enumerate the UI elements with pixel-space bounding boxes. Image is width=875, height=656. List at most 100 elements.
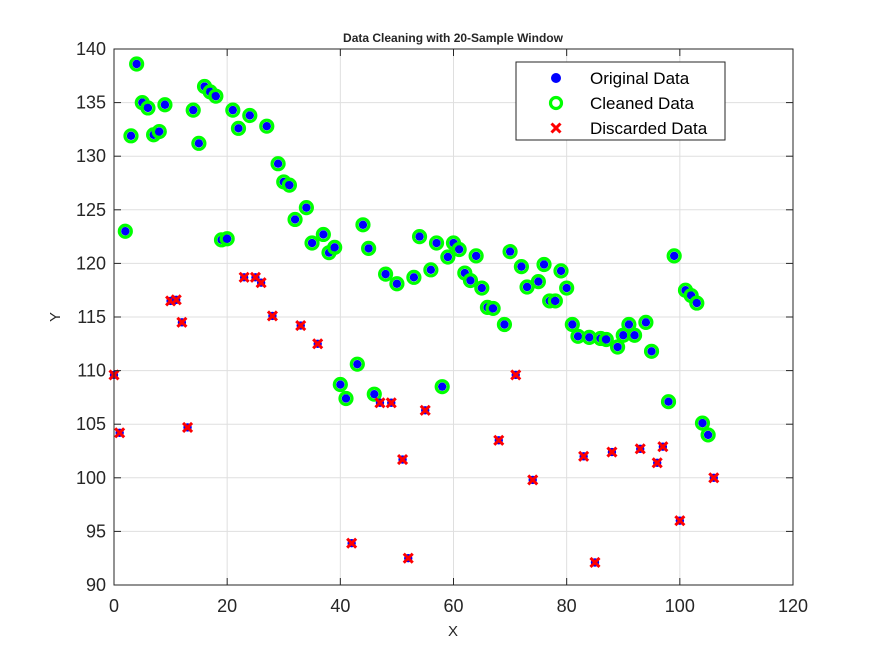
cleaned-point [327,239,343,255]
x-stroke [419,404,431,416]
cleaned-point [123,128,139,144]
discarded-point [312,338,324,350]
x-tick-label: 60 [443,596,463,616]
original-point [698,418,707,428]
x-stroke [651,457,663,469]
discarded-point [419,404,431,416]
cleaned-point [598,331,614,348]
y-tick-label: 100 [76,468,106,488]
original-point [245,111,254,120]
original-point [573,332,583,341]
original-point [285,180,294,190]
original-point [415,232,424,241]
chart-title: Data Cleaning with 20-Sample Window [343,31,564,45]
discarded-point [493,434,505,446]
original-point [432,238,441,248]
x-stroke [114,427,126,439]
y-tick-label: 115 [77,307,106,327]
x-stroke [255,277,267,289]
original-point [319,230,328,239]
discarded-point [266,310,278,322]
cleaned-point [378,266,394,282]
original-point [647,347,656,356]
discarded-point [402,552,414,564]
x-stroke [249,271,262,283]
original-point [466,276,475,285]
cleaned-point [451,241,467,258]
cleaned-point [547,293,563,309]
original-point [585,333,594,342]
original-point [228,105,238,115]
discarded-point [510,369,522,381]
original-point [290,215,300,224]
original-point [505,247,515,256]
cleaned-point [219,231,235,247]
original-point [562,283,571,293]
x-stroke [374,397,386,409]
y-tick-label: 130 [76,146,106,166]
x-tick-label: 100 [665,596,695,616]
x-stroke [657,441,669,453]
cleaned-point [157,97,173,113]
original-point [341,394,351,403]
x-stroke [181,421,194,433]
original-point [568,320,577,329]
legend-items [548,73,564,134]
y-tick-label: 120 [76,253,106,273]
original-point [211,91,221,101]
cleaned-point [129,56,145,72]
discarded-point [589,556,601,569]
legend-marker-cleaned [548,95,564,111]
cleaned-point [389,276,405,292]
cleaned-point [270,156,286,172]
discarded-point [181,421,194,433]
original-point [551,296,560,306]
legend-label-cleaned: Cleaned Data [590,94,695,113]
original-point [160,100,170,109]
cleaned-point [502,244,518,260]
cleaned-point [553,263,569,279]
original-point [353,359,362,369]
original-point [664,397,673,406]
original-point [477,283,486,293]
cleaned-point [361,240,377,256]
x-stroke [708,472,720,484]
original-point [370,389,379,399]
x-axis-label: X [448,623,458,640]
x-stroke [312,338,324,350]
original-point [437,382,447,391]
cleaned-point [332,376,348,393]
x-stroke [397,454,409,466]
x-stroke [176,316,188,328]
data-points [108,56,720,569]
original-point [602,335,611,344]
discarded-point [674,515,686,527]
cleaned-point [298,200,314,216]
original-point [522,282,532,292]
x-stroke [578,450,590,462]
original-point [302,203,311,212]
x-stroke [634,443,646,455]
original-point [262,121,271,131]
cleaned-point [338,390,354,407]
cleaned-point [406,269,422,285]
cleaned-point [315,226,331,243]
x-stroke [589,556,601,569]
original-point [426,265,436,275]
discarded-point [385,397,397,409]
cleaned-point [440,249,456,265]
original-point [307,238,317,248]
cleaned-point [349,356,365,372]
x-stroke [527,474,539,486]
original-point [454,245,464,254]
cleaned-point [140,100,156,116]
cleaned-point [428,235,445,251]
x-stroke [295,320,307,332]
discarded-point [374,397,386,409]
cleaned-point [242,107,258,124]
x-stroke [385,397,397,409]
original-point [330,243,339,252]
cleaned-point [666,248,682,264]
legend-marker-discarded [550,122,562,134]
